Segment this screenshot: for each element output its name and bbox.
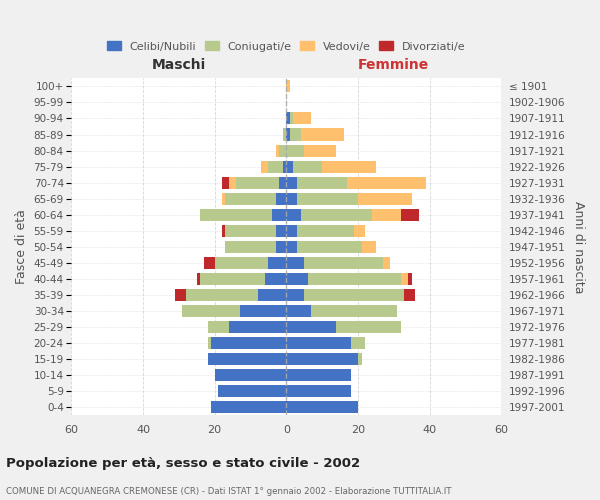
Y-axis label: Anni di nascita: Anni di nascita xyxy=(572,200,585,293)
Bar xyxy=(286,225,297,237)
Text: COMUNE DI ACQUANEGRA CREMONESE (CR) - Dati ISTAT 1° gennaio 2002 - Elaborazione : COMUNE DI ACQUANEGRA CREMONESE (CR) - Da… xyxy=(6,488,452,496)
Bar xyxy=(286,369,351,381)
Bar xyxy=(226,192,275,204)
Bar xyxy=(351,337,365,349)
Bar xyxy=(286,176,297,188)
Bar xyxy=(236,176,279,188)
Bar xyxy=(286,321,337,333)
Bar xyxy=(286,80,290,92)
Bar xyxy=(293,112,311,124)
Bar xyxy=(286,353,358,365)
Bar xyxy=(286,128,290,140)
Bar xyxy=(293,160,322,172)
Bar xyxy=(226,225,275,237)
Bar xyxy=(301,208,372,220)
Bar xyxy=(211,337,286,349)
Bar xyxy=(215,369,286,381)
Text: Femmine: Femmine xyxy=(358,58,430,71)
Bar xyxy=(211,401,286,413)
Bar xyxy=(226,241,275,253)
Bar xyxy=(286,401,358,413)
Bar xyxy=(286,385,351,397)
Bar xyxy=(229,176,236,188)
Bar xyxy=(304,257,383,269)
Bar xyxy=(290,128,301,140)
Bar xyxy=(286,208,301,220)
Bar xyxy=(304,144,337,156)
Bar xyxy=(208,337,211,349)
Bar xyxy=(222,176,229,188)
Bar xyxy=(186,289,257,301)
Bar xyxy=(358,353,362,365)
Bar xyxy=(286,160,293,172)
Bar xyxy=(358,192,412,204)
Bar xyxy=(222,192,226,204)
Bar xyxy=(283,128,286,140)
Bar xyxy=(275,144,279,156)
Bar xyxy=(268,257,286,269)
Bar xyxy=(208,353,286,365)
Bar xyxy=(286,192,297,204)
Bar xyxy=(362,241,376,253)
Bar xyxy=(275,241,286,253)
Bar xyxy=(347,176,426,188)
Bar xyxy=(283,160,286,172)
Bar xyxy=(401,273,408,285)
Bar xyxy=(208,321,229,333)
Bar xyxy=(297,225,355,237)
Bar xyxy=(286,305,311,317)
Bar xyxy=(401,208,419,220)
Bar xyxy=(286,273,308,285)
Bar xyxy=(286,144,304,156)
Bar xyxy=(290,112,293,124)
Bar xyxy=(286,257,304,269)
Bar xyxy=(215,257,268,269)
Bar xyxy=(265,273,286,285)
Bar xyxy=(286,337,351,349)
Bar xyxy=(355,225,365,237)
Legend: Celibi/Nubili, Coniugati/e, Vedovi/e, Divorziati/e: Celibi/Nubili, Coniugati/e, Vedovi/e, Di… xyxy=(103,36,470,56)
Bar xyxy=(304,289,404,301)
Bar xyxy=(297,192,358,204)
Bar xyxy=(404,289,415,301)
Bar xyxy=(229,321,286,333)
Bar xyxy=(204,257,215,269)
Text: Popolazione per età, sesso e stato civile - 2002: Popolazione per età, sesso e stato civil… xyxy=(6,458,360,470)
Text: Maschi: Maschi xyxy=(152,58,206,71)
Y-axis label: Fasce di età: Fasce di età xyxy=(15,210,28,284)
Bar xyxy=(297,176,347,188)
Bar xyxy=(268,160,283,172)
Bar xyxy=(308,273,401,285)
Bar xyxy=(200,273,265,285)
Bar xyxy=(175,289,186,301)
Bar xyxy=(275,225,286,237)
Bar xyxy=(311,305,397,317)
Bar xyxy=(286,289,304,301)
Bar xyxy=(279,176,286,188)
Bar xyxy=(197,273,200,285)
Bar xyxy=(322,160,376,172)
Bar xyxy=(337,321,401,333)
Bar xyxy=(286,112,290,124)
Bar xyxy=(182,305,240,317)
Bar xyxy=(240,305,286,317)
Bar xyxy=(222,225,226,237)
Bar xyxy=(275,192,286,204)
Bar xyxy=(279,144,286,156)
Bar xyxy=(218,385,286,397)
Bar xyxy=(372,208,401,220)
Bar xyxy=(297,241,362,253)
Bar xyxy=(286,241,297,253)
Bar xyxy=(257,289,286,301)
Bar xyxy=(301,128,344,140)
Bar xyxy=(383,257,390,269)
Bar xyxy=(272,208,286,220)
Bar xyxy=(261,160,268,172)
Bar xyxy=(408,273,412,285)
Bar xyxy=(200,208,272,220)
